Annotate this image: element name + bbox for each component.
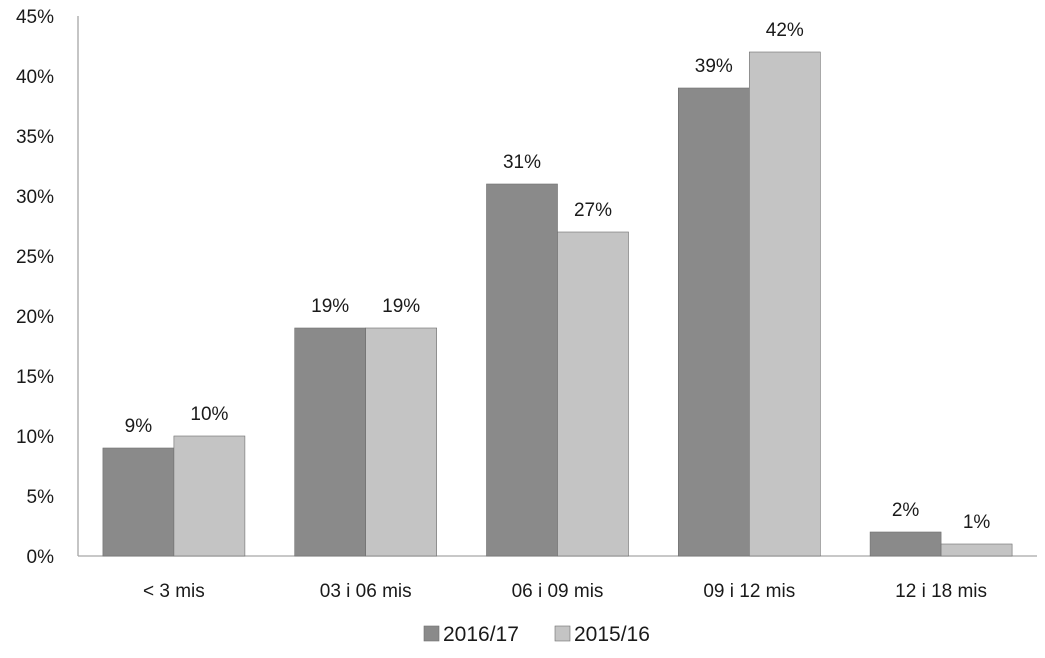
- data-label: 27%: [574, 200, 612, 221]
- legend-swatch: [423, 625, 440, 642]
- legend-swatch: [554, 625, 571, 642]
- x-tick-label: 03 i 06 mis: [320, 581, 412, 602]
- y-tick-label: 30%: [16, 187, 54, 208]
- y-axis: 0% 5% 10% 15% 20% 25% 30% 35% 40% 45%: [16, 7, 79, 568]
- bar: [748, 51, 821, 557]
- legend: 2016/17 2015/16: [423, 623, 650, 646]
- data-label: 19%: [382, 296, 420, 317]
- y-tick-label: 45%: [16, 7, 54, 28]
- x-tick-label: 09 i 12 mis: [703, 581, 795, 602]
- y-tick-label: 25%: [16, 247, 54, 268]
- y-tick-label: 5%: [27, 487, 55, 508]
- y-tick-label: 40%: [16, 67, 54, 88]
- y-tick-label: 0%: [27, 547, 55, 568]
- y-tick-label: 15%: [16, 367, 54, 388]
- bar: [102, 447, 175, 557]
- data-label: 39%: [695, 56, 733, 77]
- bar: [365, 327, 438, 557]
- bar: [486, 183, 558, 557]
- x-axis: < 3 mis 03 i 06 mis 06 i 09 mis 09 i 12 mis…: [78, 555, 1037, 602]
- legend-label: 2016/17: [443, 623, 519, 646]
- data-label: 10%: [190, 404, 228, 425]
- y-tick-label: 35%: [16, 127, 54, 148]
- legend-label: 2015/16: [574, 623, 650, 646]
- x-tick-label: 12 i 18 mis: [895, 581, 987, 602]
- data-label: 31%: [503, 152, 541, 173]
- x-tick-label: < 3 mis: [143, 581, 205, 602]
- data-label: 42%: [766, 20, 804, 41]
- bar: [294, 327, 367, 557]
- bar: [869, 531, 942, 557]
- bar: [677, 87, 750, 557]
- bar: [557, 231, 629, 557]
- bars: [102, 51, 1013, 557]
- data-label: 19%: [311, 296, 349, 317]
- data-labels: 9% 10% 19% 19% 31% 27% 39% 42% 2% 1%: [125, 20, 991, 533]
- x-tick-label: 06 i 09 mis: [512, 581, 604, 602]
- bar: [173, 435, 246, 557]
- data-label: 2%: [892, 500, 920, 521]
- bar: [940, 543, 1013, 557]
- y-tick-label: 20%: [16, 307, 54, 328]
- y-tick-label: 10%: [16, 427, 54, 448]
- data-label: 1%: [963, 512, 991, 533]
- data-label: 9%: [125, 416, 153, 437]
